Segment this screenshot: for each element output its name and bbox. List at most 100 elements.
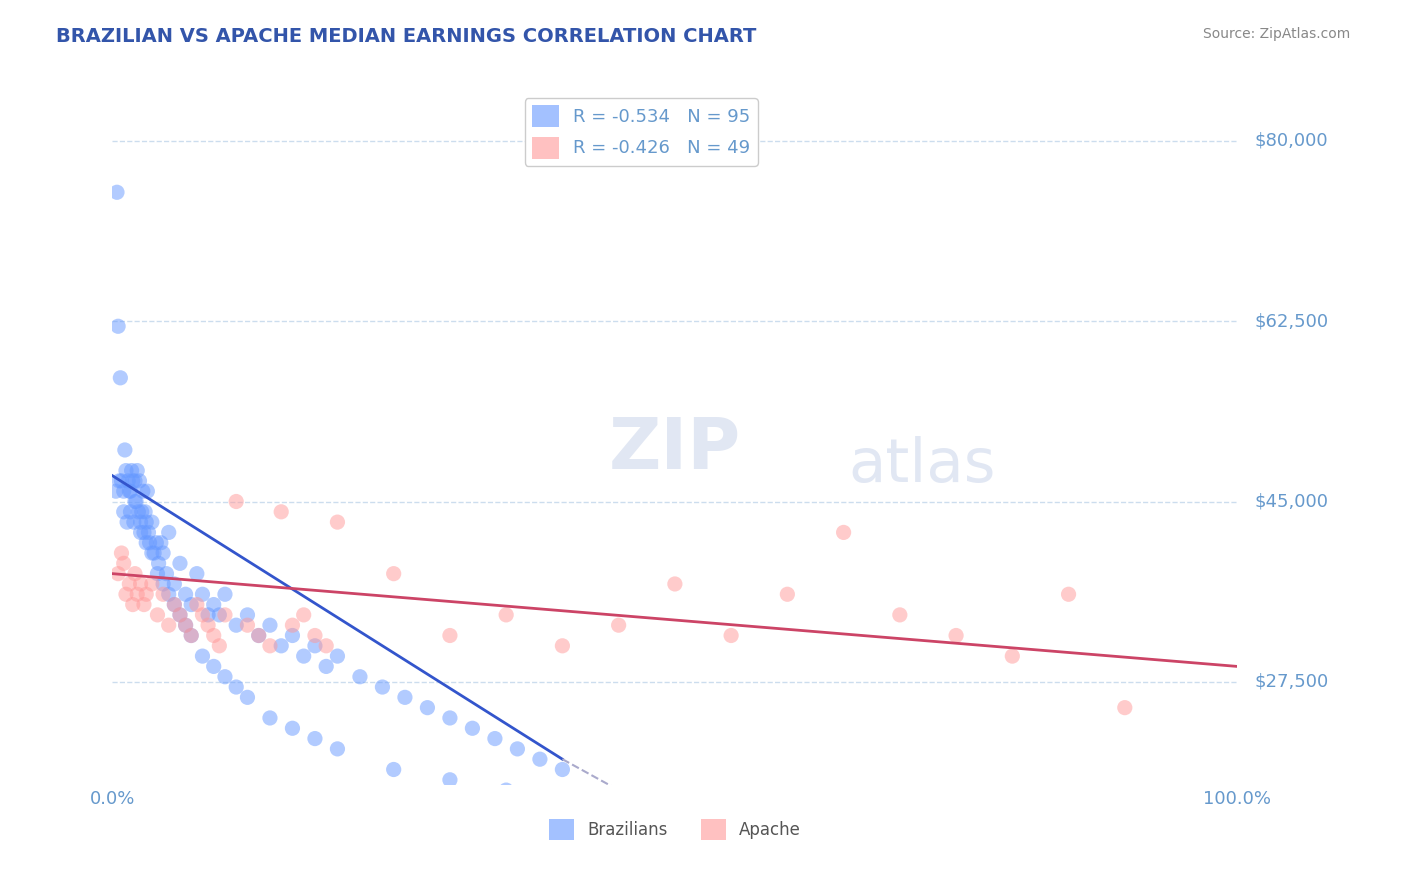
Point <box>120 505 142 519</box>
Point <box>129 515 152 529</box>
Point <box>141 546 163 560</box>
Point <box>292 649 315 664</box>
Point <box>169 607 191 622</box>
Point <box>225 680 247 694</box>
Point <box>135 515 157 529</box>
Point <box>259 639 281 653</box>
Point <box>115 587 138 601</box>
Point <box>889 607 911 622</box>
Point <box>461 721 484 735</box>
Point <box>112 484 135 499</box>
Point <box>484 731 506 746</box>
Point <box>371 680 394 694</box>
Point <box>225 494 247 508</box>
Point <box>152 546 174 560</box>
Point <box>281 721 304 735</box>
Point <box>169 557 191 571</box>
Point <box>108 474 131 488</box>
Legend: Brazilians, Apache: Brazilians, Apache <box>543 813 807 847</box>
Text: $45,000: $45,000 <box>1254 492 1329 510</box>
Point <box>292 607 315 622</box>
Point <box>832 525 855 540</box>
Point <box>148 557 170 571</box>
Point <box>202 659 225 673</box>
Point <box>127 464 149 478</box>
Point <box>439 628 461 642</box>
Point <box>326 742 349 756</box>
Point <box>110 546 132 560</box>
Point <box>191 649 214 664</box>
Point <box>349 670 371 684</box>
Point <box>551 793 574 807</box>
Point <box>122 515 145 529</box>
Point <box>247 628 270 642</box>
Point <box>169 607 191 622</box>
Point <box>157 618 180 632</box>
Point <box>145 535 167 549</box>
Point <box>214 587 236 601</box>
Point <box>141 515 163 529</box>
Point <box>506 742 529 756</box>
Point <box>105 186 128 200</box>
Point <box>141 577 163 591</box>
Point <box>138 535 160 549</box>
Point <box>439 711 461 725</box>
Point <box>132 484 155 499</box>
Point <box>152 587 174 601</box>
Point <box>118 484 141 499</box>
Point <box>1114 700 1136 714</box>
Point <box>202 628 225 642</box>
Point <box>191 587 214 601</box>
Point <box>208 607 231 622</box>
Point <box>607 804 630 818</box>
Point <box>149 535 172 549</box>
Point <box>121 598 143 612</box>
Point <box>128 474 150 488</box>
Point <box>125 494 148 508</box>
Point <box>1057 587 1080 601</box>
Text: atlas: atlas <box>849 436 995 495</box>
Point <box>131 505 153 519</box>
Point <box>186 566 208 581</box>
Point <box>664 577 686 591</box>
Point <box>304 731 326 746</box>
Point <box>174 618 197 632</box>
Point <box>127 587 149 601</box>
Point <box>720 628 742 642</box>
Point <box>236 618 259 632</box>
Point <box>120 484 142 499</box>
Point <box>551 763 574 777</box>
Point <box>259 618 281 632</box>
Point <box>135 587 157 601</box>
Point <box>146 607 169 622</box>
Point <box>136 484 159 499</box>
Point <box>132 525 155 540</box>
Point <box>259 711 281 725</box>
Point <box>214 607 236 622</box>
Text: ZIP: ZIP <box>609 416 741 484</box>
Point <box>945 628 967 642</box>
Point <box>180 598 202 612</box>
Text: $62,500: $62,500 <box>1254 312 1329 330</box>
Point <box>197 618 219 632</box>
Point <box>208 639 231 653</box>
Point <box>104 484 127 499</box>
Point <box>382 566 405 581</box>
Point <box>529 752 551 766</box>
Point <box>129 577 152 591</box>
Point <box>180 628 202 642</box>
Point <box>152 577 174 591</box>
Point <box>214 670 236 684</box>
Point <box>107 566 129 581</box>
Point <box>180 628 202 642</box>
Point <box>776 587 799 601</box>
Point <box>135 535 157 549</box>
Point <box>1001 649 1024 664</box>
Point <box>155 566 177 581</box>
Point <box>236 690 259 705</box>
Point <box>114 442 136 457</box>
Point <box>551 639 574 653</box>
Point <box>157 525 180 540</box>
Point <box>495 783 517 797</box>
Point <box>163 598 186 612</box>
